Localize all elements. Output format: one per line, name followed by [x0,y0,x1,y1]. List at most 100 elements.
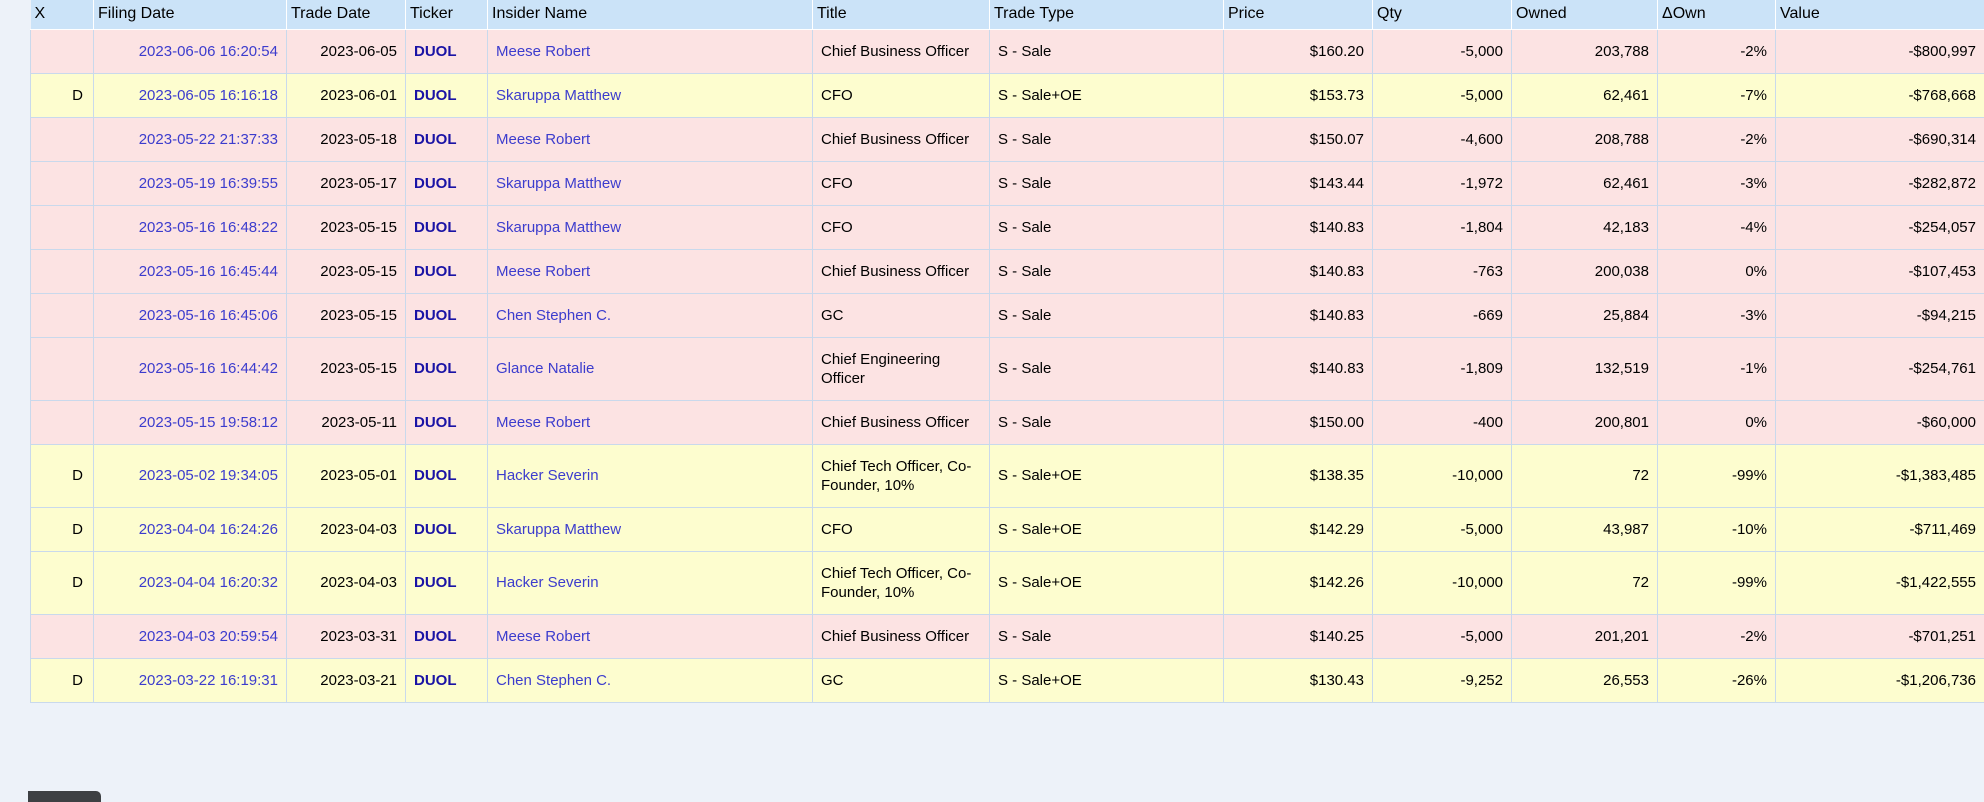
insider-name-link[interactable]: Hacker Severin [496,467,599,484]
ticker-link[interactable]: DUOL [414,467,457,484]
insider-name-link[interactable]: Meese Robert [496,262,591,280]
ticker-link-cell: DUOL [405,160,488,206]
qty-cell: -5,000 [1372,72,1512,118]
ticker-link-cell: DUOL [405,550,488,615]
derivative-flag-cell: D [30,657,94,703]
filing-date-link[interactable]: 2023-04-04 16:20:32 [138,574,278,591]
delta-own-cell: 0% [1657,248,1776,294]
filing-date-link-cell: 2023-04-04 16:20:32 [93,550,287,615]
filing-date-link[interactable]: 2023-04-03 20:59:54 [138,627,278,645]
price-cell: $142.26 [1223,550,1373,615]
insider-name-link[interactable]: Meese Robert [496,130,591,148]
filing-date-link[interactable]: 2023-05-19 16:39:55 [138,174,278,192]
qty-cell: -5,000 [1372,613,1512,659]
value-cell: -$800,997 [1775,28,1984,74]
owned-cell: 72 [1511,550,1658,615]
ticker-link-cell: DUOL [405,399,488,445]
header-row: X Filing Date Trade Date Ticker Insider … [30,0,1984,30]
ticker-link[interactable]: DUOL [414,262,457,280]
trade-date-cell: 2023-04-03 [286,550,406,615]
insider-name-link[interactable]: Glance Natalie [496,360,595,377]
derivative-flag-cell [30,248,94,294]
trade-type-cell: S - Sale [989,248,1224,294]
filing-date-link-cell: 2023-04-04 16:24:26 [93,506,287,552]
col-header-x[interactable]: X [30,0,94,30]
filing-date-link[interactable]: 2023-06-06 16:20:54 [138,42,278,60]
value-cell: -$711,469 [1775,506,1984,552]
insider-name-link[interactable]: Chen Stephen C. [496,671,612,689]
filing-date-link[interactable]: 2023-05-22 21:37:33 [138,130,278,148]
trade-type-cell: S - Sale [989,116,1224,162]
trade-type-cell: S - Sale [989,204,1224,250]
filing-date-link[interactable]: 2023-05-15 19:58:12 [138,413,278,431]
insider-trades-table-wrap: X Filing Date Trade Date Ticker Insider … [30,0,1984,703]
ticker-link[interactable]: DUOL [414,306,457,324]
trade-date-cell: 2023-05-15 [286,248,406,294]
insider-name-link[interactable]: Skaruppa Matthew [496,86,622,104]
ticker-link[interactable]: DUOL [414,413,457,431]
col-header-title[interactable]: Title [812,0,990,30]
insider-title-cell: Chief Business Officer [812,248,990,294]
filing-date-link[interactable]: 2023-05-16 16:44:42 [138,360,278,377]
owned-cell: 72 [1511,443,1658,508]
price-cell: $150.00 [1223,399,1373,445]
insider-name-link[interactable]: Chen Stephen C. [496,306,612,324]
filing-date-link-cell: 2023-05-02 19:34:05 [93,443,287,508]
insider-name-link[interactable]: Hacker Severin [496,574,599,591]
col-header-delta-own[interactable]: ΔOwn [1657,0,1776,30]
filing-date-link-cell: 2023-05-22 21:37:33 [93,116,287,162]
ticker-link[interactable]: DUOL [414,86,457,104]
qty-cell: -400 [1372,399,1512,445]
price-cell: $142.29 [1223,506,1373,552]
ticker-link[interactable]: DUOL [414,574,457,591]
filing-date-link-cell: 2023-05-16 16:45:06 [93,292,287,338]
insider-name-link[interactable]: Skaruppa Matthew [496,218,622,236]
insider-name-link-cell: Skaruppa Matthew [487,160,813,206]
trade-type-cell: S - Sale [989,160,1224,206]
ticker-link[interactable]: DUOL [414,174,457,192]
ticker-link[interactable]: DUOL [414,671,457,689]
filing-date-link[interactable]: 2023-05-02 19:34:05 [138,467,278,484]
ticker-link[interactable]: DUOL [414,360,457,377]
value-cell: -$690,314 [1775,116,1984,162]
derivative-flag-cell [30,160,94,206]
price-cell: $140.83 [1223,292,1373,338]
ticker-link[interactable]: DUOL [414,130,457,148]
insider-name-link[interactable]: Meese Robert [496,42,591,60]
col-header-filing-date[interactable]: Filing Date [93,0,287,30]
col-header-trade-type[interactable]: Trade Type [989,0,1224,30]
ticker-link[interactable]: DUOL [414,627,457,645]
col-header-insider-name[interactable]: Insider Name [487,0,813,30]
ticker-link[interactable]: DUOL [414,520,457,538]
col-header-value[interactable]: Value [1775,0,1984,30]
filing-date-link[interactable]: 2023-05-16 16:48:22 [138,218,278,236]
col-header-price[interactable]: Price [1223,0,1373,30]
filing-date-link-cell: 2023-05-16 16:48:22 [93,204,287,250]
ticker-link-cell: DUOL [405,443,488,508]
insider-name-link[interactable]: Meese Robert [496,413,591,431]
table-row: 2023-04-03 20:59:54 2023-03-31 DUOL Meese R… [30,613,1984,659]
insider-name-link[interactable]: Meese Robert [496,627,591,645]
owned-cell: 201,201 [1511,613,1658,659]
derivative-flag-cell [30,28,94,74]
filing-date-link[interactable]: 2023-03-22 16:19:31 [138,671,278,689]
filing-date-link[interactable]: 2023-05-16 16:45:44 [138,262,278,280]
filing-date-link[interactable]: 2023-04-04 16:24:26 [138,520,278,538]
table-row: 2023-05-16 16:45:06 2023-05-15 DUOL Chen St… [30,292,1984,338]
filing-date-link-cell: 2023-03-22 16:19:31 [93,657,287,703]
ticker-link[interactable]: DUOL [414,218,457,236]
col-header-qty[interactable]: Qty [1372,0,1512,30]
filing-date-link[interactable]: 2023-06-05 16:16:18 [138,86,278,104]
insider-name-link[interactable]: Skaruppa Matthew [496,174,622,192]
insider-title-cell: GC [812,292,990,338]
trade-type-cell: S - Sale+OE [989,72,1224,118]
col-header-ticker[interactable]: Ticker [405,0,488,30]
col-header-owned[interactable]: Owned [1511,0,1658,30]
price-cell: $140.83 [1223,248,1373,294]
filing-date-link[interactable]: 2023-05-16 16:45:06 [138,306,278,324]
insider-name-link[interactable]: Skaruppa Matthew [496,520,622,538]
ticker-link[interactable]: DUOL [414,42,457,60]
delta-own-cell: -99% [1657,443,1776,508]
col-header-trade-date[interactable]: Trade Date [286,0,406,30]
qty-cell: -5,000 [1372,506,1512,552]
